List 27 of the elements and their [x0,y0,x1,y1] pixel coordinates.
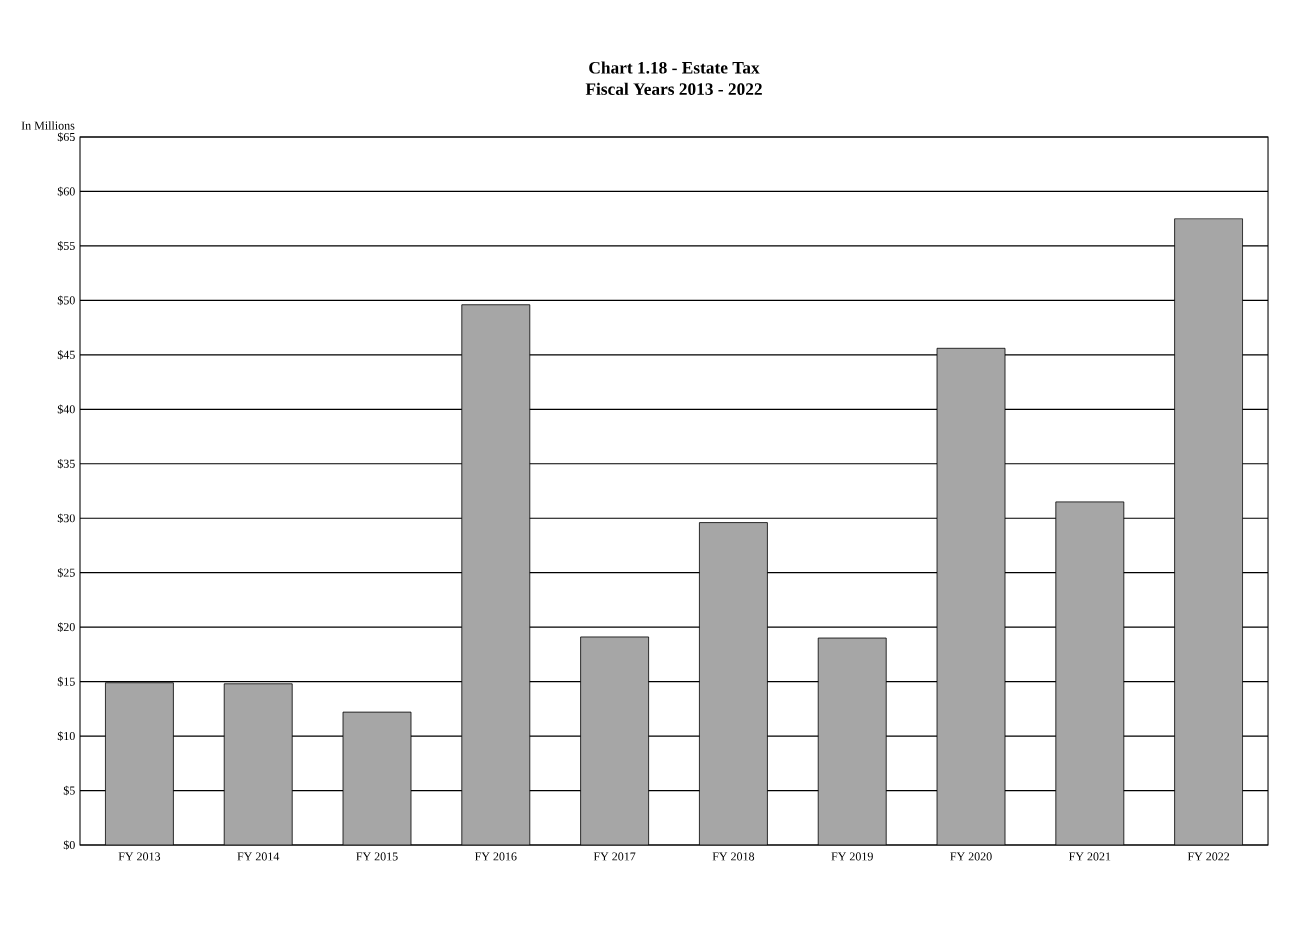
y-tick-label: $0 [63,840,75,850]
y-axis-title: In Millions [21,121,75,130]
y-tick-label: $25 [57,567,75,578]
y-tick-label: $35 [57,458,75,469]
x-tick-label: FY 2022 [1187,852,1230,861]
y-tick-label: $15 [57,676,75,687]
x-tick-label: FY 2018 [712,852,755,861]
x-tick-label: FY 2019 [831,852,873,861]
y-tick-label: $10 [57,731,75,741]
chart-title: Chart 1.18 - Estate Tax [589,61,760,74]
y-tick-label: $60 [57,186,75,197]
y-tick-label: $30 [57,513,75,524]
x-tick-label: FY 2014 [237,852,280,861]
x-tick-label: FY 2020 [950,852,992,861]
y-tick-label: $50 [57,295,75,306]
y-tick-label: $40 [57,404,75,415]
x-tick-label: FY 2015 [356,852,398,861]
y-tick-label: $65 [57,132,75,142]
x-tick-label: FY 2016 [474,852,517,861]
x-tick-label: FY 2021 [1069,852,1111,861]
y-tick-label: $5 [63,785,75,796]
y-tick-label: $45 [57,350,75,360]
y-tick-label: $20 [57,622,75,632]
x-tick-label: FY 2017 [593,852,636,861]
x-tick-label: FY 2013 [118,852,161,861]
y-tick-label: $55 [57,241,75,251]
chart-subtitle: Fiscal Years 2013 - 2022 [585,82,762,95]
